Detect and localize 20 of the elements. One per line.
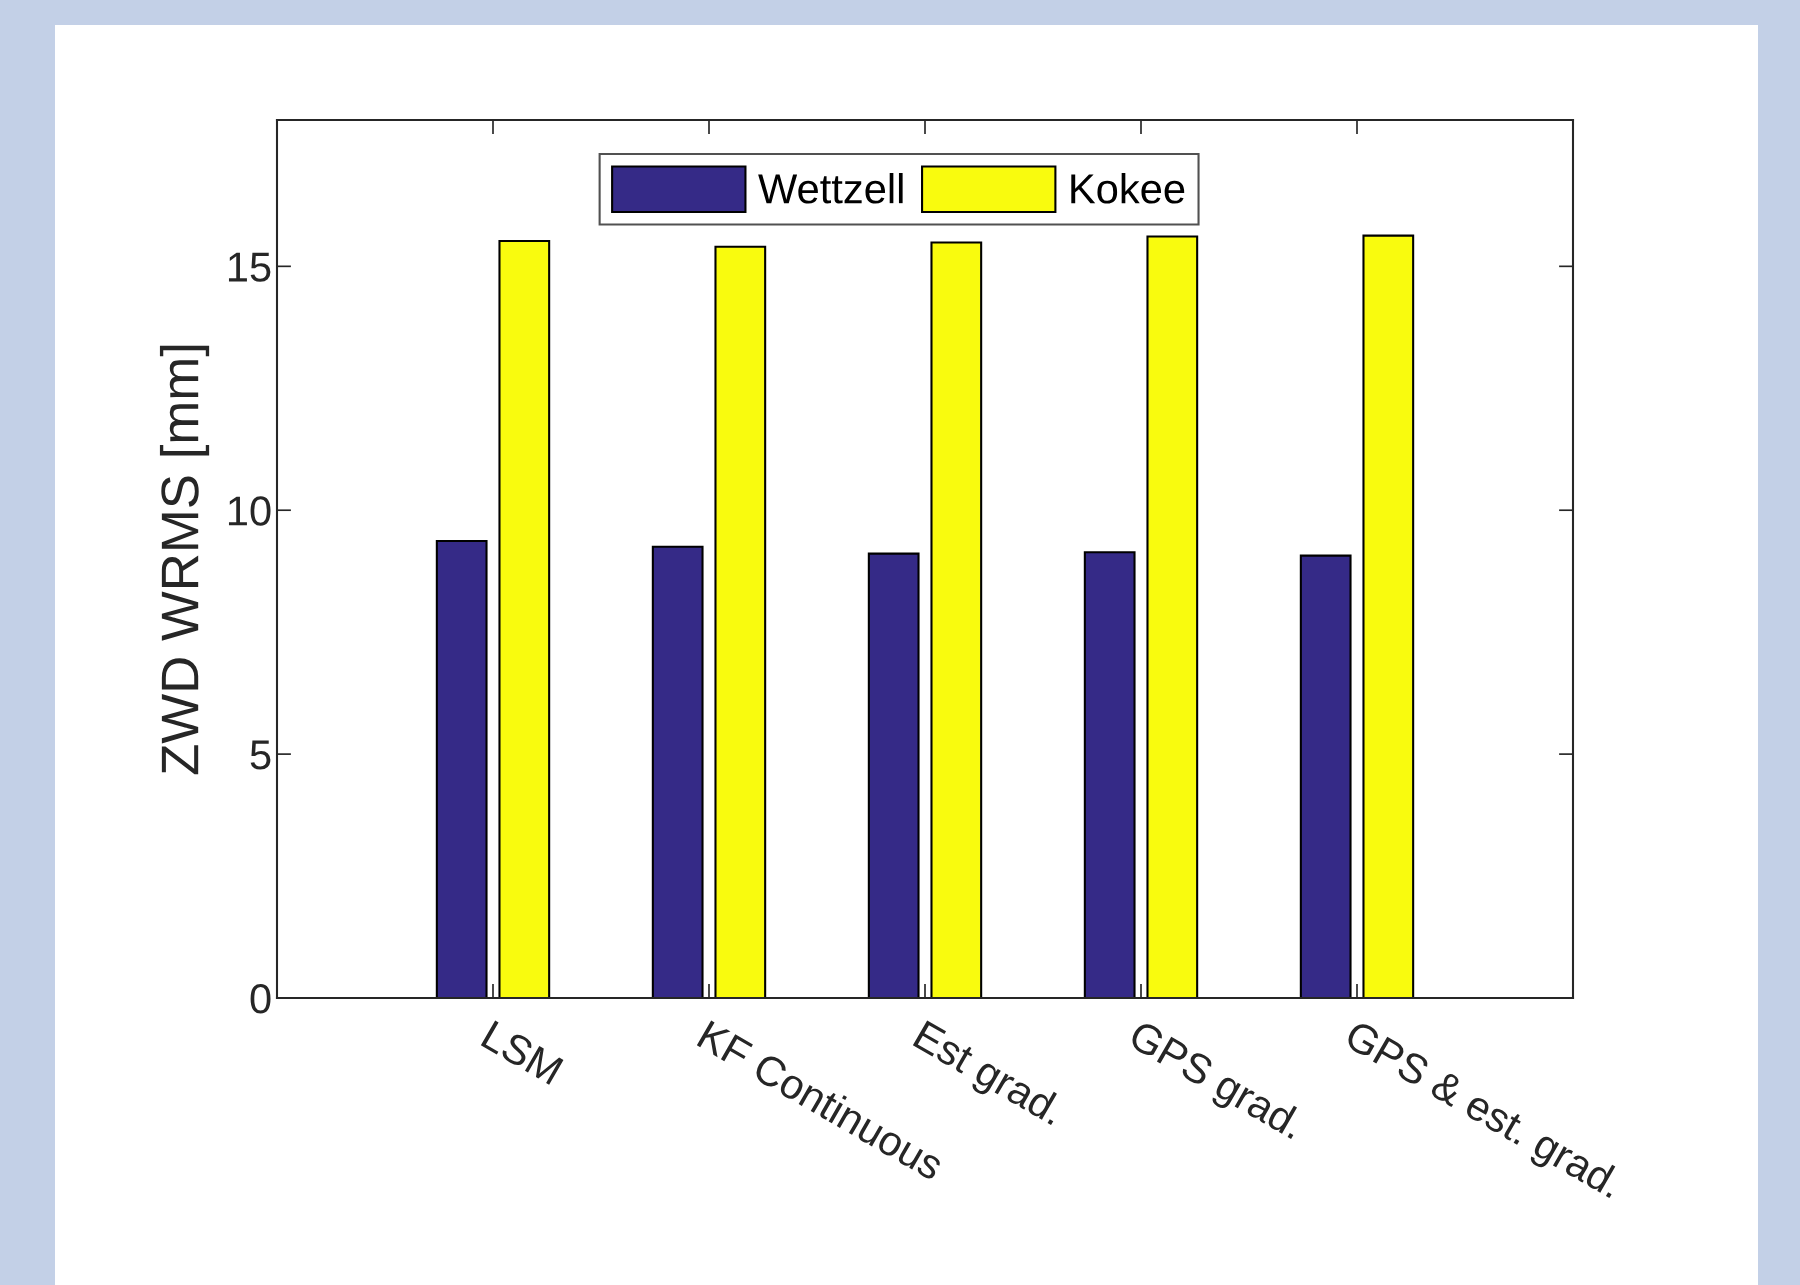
legend-label: Kokee	[1071, 172, 1185, 204]
bar	[651, 545, 704, 998]
x-tick-label: LSM	[480, 1020, 564, 1086]
y-tick-label: 5	[250, 740, 271, 770]
bar	[1083, 551, 1136, 998]
bar	[930, 241, 983, 998]
y-tick-label: 15	[228, 252, 271, 282]
bar	[1299, 554, 1352, 998]
y-tick-label: 10	[228, 496, 271, 526]
y-axis-title: ZWD WRMS [mm]	[159, 345, 210, 775]
bar	[867, 552, 920, 998]
bar	[1146, 235, 1199, 998]
bar	[714, 245, 767, 998]
y-tick-label: 0	[250, 984, 271, 1014]
bar	[1362, 234, 1415, 998]
x-tick-label: GPS & est. grad.	[1339, 1018, 1625, 1206]
bar	[498, 239, 551, 998]
bar	[435, 539, 488, 998]
legend-label: Wettzell	[758, 172, 903, 204]
x-tick-label: GPS grad.	[1123, 1018, 1307, 1147]
